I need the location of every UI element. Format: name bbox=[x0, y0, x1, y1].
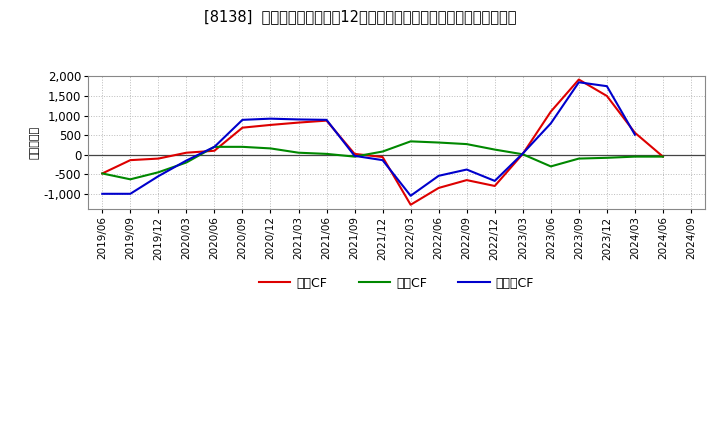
フリーCF bbox=[631, 132, 639, 137]
投資CF bbox=[603, 155, 611, 161]
投資CF bbox=[266, 146, 275, 151]
投資CF bbox=[575, 156, 583, 161]
フリーCF bbox=[182, 158, 191, 163]
フリーCF bbox=[603, 84, 611, 89]
投資CF bbox=[546, 164, 555, 169]
投資CF bbox=[238, 144, 247, 150]
フリーCF bbox=[518, 151, 527, 156]
フリーCF bbox=[266, 116, 275, 121]
フリーCF bbox=[406, 193, 415, 198]
営業CF bbox=[518, 151, 527, 157]
営業CF bbox=[406, 202, 415, 207]
投資CF bbox=[378, 149, 387, 154]
投資CF bbox=[98, 171, 107, 176]
投資CF bbox=[210, 144, 219, 150]
投資CF bbox=[406, 139, 415, 144]
フリーCF bbox=[490, 178, 499, 183]
投資CF bbox=[294, 150, 303, 155]
Line: 営業CF: 営業CF bbox=[102, 80, 663, 205]
フリーCF bbox=[575, 80, 583, 85]
フリーCF bbox=[323, 117, 331, 122]
営業CF bbox=[631, 130, 639, 136]
フリーCF bbox=[378, 158, 387, 163]
フリーCF bbox=[434, 173, 443, 179]
投資CF bbox=[350, 154, 359, 159]
Line: フリーCF: フリーCF bbox=[102, 82, 635, 196]
営業CF bbox=[323, 118, 331, 123]
営業CF bbox=[378, 154, 387, 160]
投資CF bbox=[126, 177, 135, 182]
営業CF bbox=[462, 177, 471, 183]
フリーCF bbox=[126, 191, 135, 196]
フリーCF bbox=[154, 173, 163, 179]
フリーCF bbox=[462, 167, 471, 172]
営業CF bbox=[238, 125, 247, 130]
営業CF bbox=[98, 171, 107, 176]
営業CF bbox=[182, 150, 191, 155]
フリーCF bbox=[294, 117, 303, 122]
営業CF bbox=[434, 185, 443, 191]
営業CF bbox=[575, 77, 583, 82]
Legend: 営業CF, 投資CF, フリーCF: 営業CF, 投資CF, フリーCF bbox=[254, 271, 539, 295]
投資CF bbox=[518, 152, 527, 157]
投資CF bbox=[323, 151, 331, 157]
営業CF bbox=[350, 151, 359, 157]
営業CF bbox=[294, 120, 303, 125]
営業CF bbox=[126, 158, 135, 163]
投資CF bbox=[631, 154, 639, 159]
フリーCF bbox=[98, 191, 107, 196]
フリーCF bbox=[238, 117, 247, 122]
Y-axis label: （百万円）: （百万円） bbox=[30, 126, 40, 159]
投資CF bbox=[154, 170, 163, 175]
Line: 投資CF: 投資CF bbox=[102, 141, 663, 180]
営業CF bbox=[659, 154, 667, 159]
営業CF bbox=[266, 122, 275, 128]
営業CF bbox=[210, 148, 219, 154]
Text: [8138]  キャッシュフローの12か月移動合計の対前年同期増減額の推移: [8138] キャッシュフローの12か月移動合計の対前年同期増減額の推移 bbox=[204, 9, 516, 24]
投資CF bbox=[434, 140, 443, 145]
投資CF bbox=[659, 154, 667, 159]
投資CF bbox=[462, 142, 471, 147]
営業CF bbox=[490, 183, 499, 189]
投資CF bbox=[182, 160, 191, 165]
営業CF bbox=[546, 109, 555, 114]
フリーCF bbox=[350, 153, 359, 158]
フリーCF bbox=[210, 144, 219, 150]
営業CF bbox=[154, 156, 163, 161]
フリーCF bbox=[546, 121, 555, 126]
投資CF bbox=[490, 147, 499, 152]
営業CF bbox=[603, 93, 611, 99]
